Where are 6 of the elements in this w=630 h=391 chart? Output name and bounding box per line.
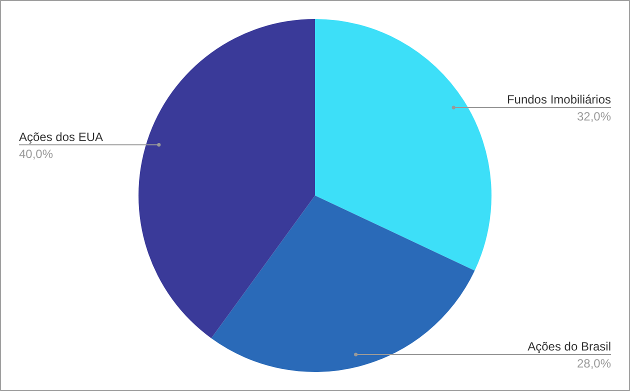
slice-label: Fundos Imobiliários [506, 92, 611, 107]
data-label: 40,0% [19, 146, 54, 161]
slice-label: Ações dos EUA [19, 130, 104, 144]
data-label: 28,0% [576, 356, 612, 370]
slice-label: Ações do Brasil [528, 339, 611, 354]
data-label: 32,0% [576, 110, 612, 124]
